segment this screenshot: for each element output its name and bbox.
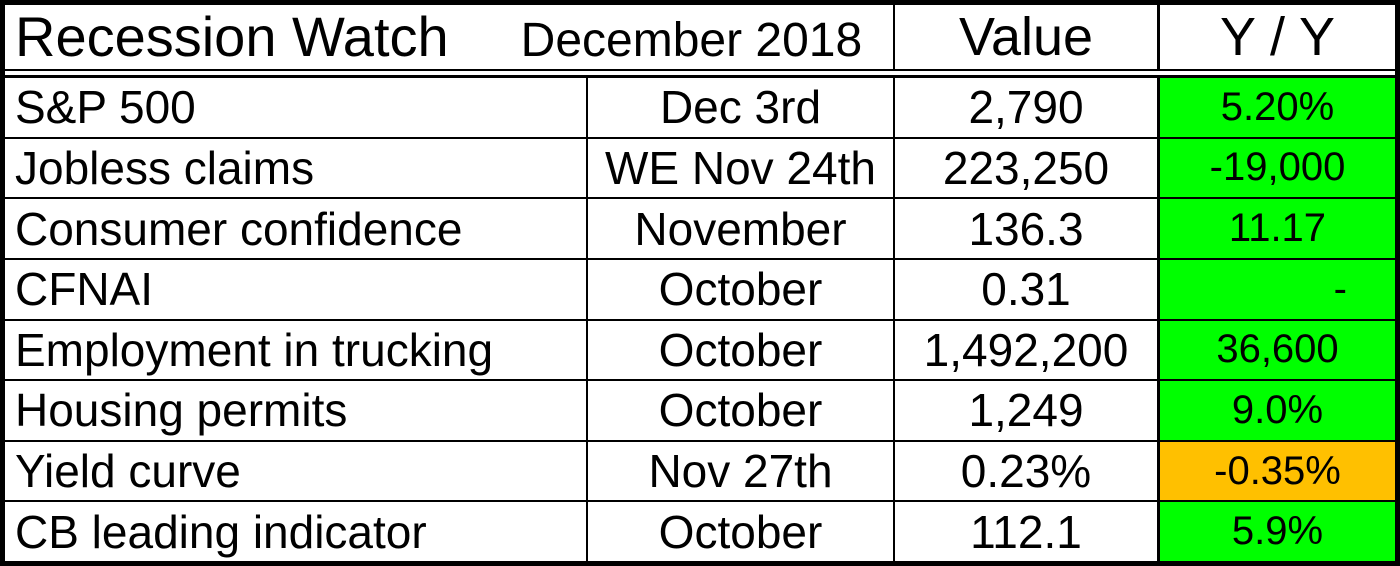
page-subtitle: December 2018 <box>520 14 863 67</box>
period-cell: WE Nov 24th <box>586 138 893 198</box>
indicator-cell: Jobless claims <box>15 141 315 194</box>
value-cell: 223,250 <box>893 138 1157 198</box>
value-cell: 2,790 <box>893 78 1157 137</box>
value-cell: 1,492,200 <box>893 320 1157 380</box>
table-header-row: Recession Watch December 2018 Value Y / … <box>5 5 1395 69</box>
period-cell: October <box>586 381 893 440</box>
indicator-cell: S&P 500 <box>15 81 196 134</box>
period-cell: October <box>586 502 893 561</box>
value-cell: 0.23% <box>893 441 1157 501</box>
column-header-value: Value <box>893 5 1157 69</box>
table-row: S&P 500 Dec 3rd 2,790 5.20% <box>5 78 1395 137</box>
value-cell: 112.1 <box>893 502 1157 561</box>
value-cell: 1,249 <box>893 381 1157 440</box>
yoy-cell: - <box>1157 259 1395 319</box>
indicator-cell: Housing permits <box>15 384 348 437</box>
period-cell: Nov 27th <box>586 441 893 501</box>
value-cell: 0.31 <box>893 259 1157 319</box>
indicator-cell: Consumer confidence <box>15 202 463 255</box>
table-row: Employment in trucking October 1,492,200… <box>5 318 1395 380</box>
table-row: Consumer confidence November 136.3 11.17 <box>5 197 1395 258</box>
table-row: CFNAI October 0.31 - <box>5 257 1395 319</box>
period-cell: November <box>586 199 893 258</box>
value-cell: 136.3 <box>893 199 1157 258</box>
period-cell: October <box>586 259 893 319</box>
header-divider <box>5 69 1395 78</box>
indicator-cell: CFNAI <box>15 263 153 316</box>
yoy-cell: -0.35% <box>1157 441 1395 501</box>
table-row: CB leading indicator October 112.1 5.9% <box>5 500 1395 561</box>
column-header-yoy: Y / Y <box>1157 5 1395 69</box>
table-body: S&P 500 Dec 3rd 2,790 5.20% Jobless clai… <box>5 78 1395 561</box>
page-title: Recession Watch <box>15 5 449 68</box>
yoy-cell: 5.20% <box>1157 78 1395 137</box>
yoy-cell: 5.9% <box>1157 502 1395 561</box>
indicator-cell: Employment in trucking <box>15 323 494 376</box>
yoy-cell: 11.17 <box>1157 199 1395 258</box>
table-row: Yield curve Nov 27th 0.23% -0.35% <box>5 439 1395 501</box>
yoy-cell: 9.0% <box>1157 381 1395 440</box>
indicator-cell: Yield curve <box>15 445 241 498</box>
yoy-cell: 36,600 <box>1157 320 1395 380</box>
indicator-cell: CB leading indicator <box>15 505 427 558</box>
period-cell: October <box>586 320 893 380</box>
title-cell: Recession Watch December 2018 <box>5 5 893 69</box>
period-cell: Dec 3rd <box>586 78 893 137</box>
yoy-cell: -19,000 <box>1157 138 1395 198</box>
table-row: Housing permits October 1,249 9.0% <box>5 379 1395 440</box>
table-row: Jobless claims WE Nov 24th 223,250 -19,0… <box>5 136 1395 198</box>
